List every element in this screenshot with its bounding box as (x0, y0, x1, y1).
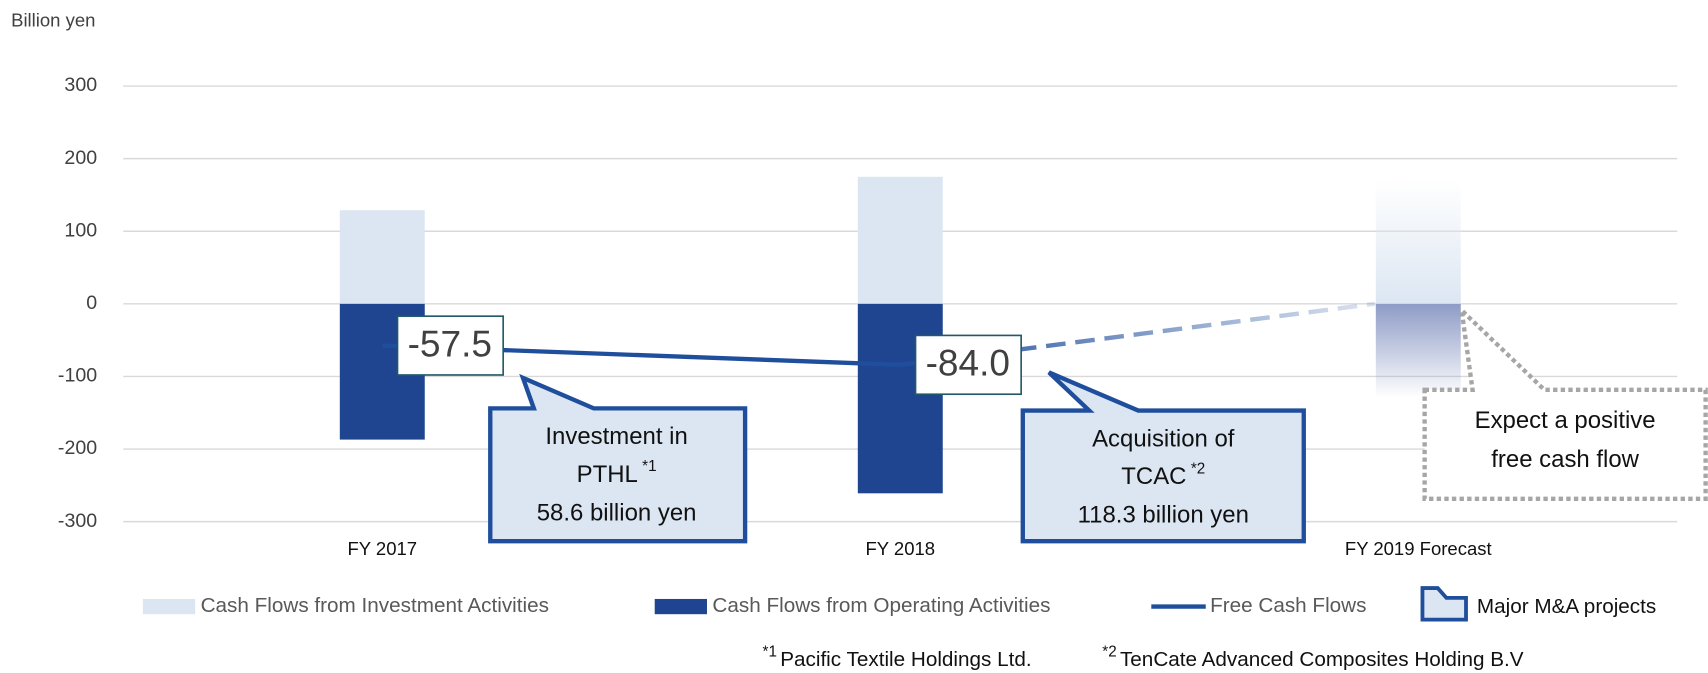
callout-box (488, 373, 748, 544)
callout: Expect a positive free cash flow (1422, 304, 1708, 501)
y-tick-label: 300 (64, 74, 97, 96)
legend: Major M&A projects Cash Flows from Inves… (142, 586, 1656, 622)
legend-swatch (142, 598, 196, 615)
callout-box (1020, 370, 1306, 544)
value-label-box (396, 315, 504, 376)
callout-text: Investment in (545, 423, 687, 450)
callout-text: Acquisition of (1092, 425, 1235, 452)
callout-box (1422, 304, 1708, 501)
bar (857, 176, 943, 304)
legend-swatch (654, 598, 707, 615)
value-label: -57.5 (408, 322, 492, 364)
y-tick-label: 100 (64, 219, 97, 241)
footnote-text: Pacific Textile Holdings Ltd. (780, 648, 1031, 671)
footnote: *2 TenCate Advanced Composites Holding B.… (1102, 643, 1524, 671)
superscript: *2 (1191, 460, 1205, 477)
y-tick-label: -300 (58, 510, 97, 532)
callout-text: free cash flow (1491, 446, 1639, 473)
callout: Acquisition of TCAC *2 118.3 billion yen (1020, 370, 1306, 544)
legend-label: Major M&A projects (1477, 595, 1656, 618)
bar (857, 303, 943, 494)
legend-label: Cash Flows from Investment Activities (201, 594, 549, 617)
x-tick-label: FY 2018 (865, 538, 935, 559)
bar (1375, 303, 1461, 398)
legend-label: Cash Flows from Operating Activities (712, 594, 1050, 617)
superscript: *1 (642, 458, 656, 475)
x-tick-label: FY 2017 (347, 538, 417, 559)
callout-text: TCAC (1121, 463, 1186, 490)
footnote: *1 Pacific Textile Holdings Ltd. (763, 643, 1032, 671)
value-label: -84.0 (926, 342, 1010, 384)
callout-text: PTHL (577, 461, 638, 488)
callout-text: PTHL *1 (577, 458, 657, 488)
y-axis-label: Billion yen (11, 10, 95, 31)
y-tick-label: -100 (58, 365, 97, 387)
callout-text: TCAC *2 (1121, 460, 1205, 490)
x-tick-label: FY 2019 Forecast (1345, 538, 1492, 559)
value-label-box (914, 334, 1022, 396)
y-tick-label: 0 (86, 292, 97, 314)
footnote-mark: *2 (1102, 643, 1116, 660)
legend-label: Free Cash Flows (1210, 594, 1366, 617)
footnote-mark: *1 (763, 643, 777, 660)
value-labels: -57.5 -84.0 (396, 315, 1022, 396)
callout: Investment in PTHL *1 58.6 billion yen (488, 373, 748, 544)
legend-swatch (1420, 586, 1468, 622)
callout-text: 58.6 billion yen (537, 499, 697, 526)
bar (339, 210, 425, 304)
callout-text: Expect a positive (1475, 407, 1656, 434)
y-tick-label: 200 (64, 147, 97, 169)
callout-text: 118.3 billion yen (1078, 502, 1249, 529)
y-tick-label: -200 (58, 437, 97, 459)
footnote-text: TenCate Advanced Composites Holding B.V (1120, 648, 1524, 671)
bar (1375, 180, 1461, 304)
forecast-line (900, 301, 1376, 367)
